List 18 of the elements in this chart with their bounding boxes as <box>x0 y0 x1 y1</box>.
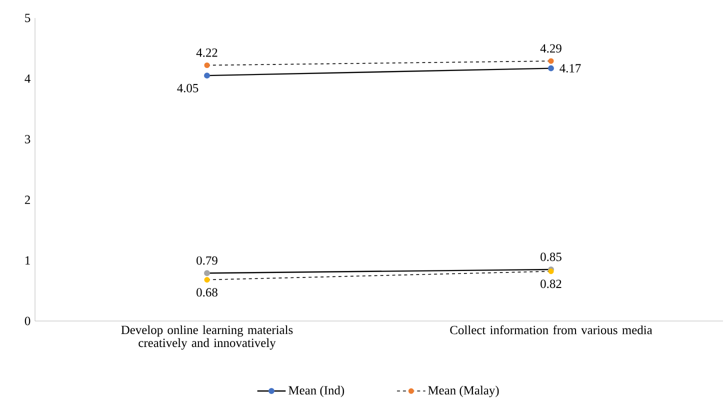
y-tick-label: 5 <box>25 14 30 22</box>
y-tick-label: 3 <box>25 135 30 144</box>
y-tick-label: 0 <box>24 316 30 326</box>
data-label: 0.68 <box>196 288 218 297</box>
legend-label: Mean (Malay) <box>428 386 499 398</box>
data-label: 0.85 <box>540 252 562 262</box>
y-tick-label: 1 <box>26 256 30 265</box>
data-label: 4.17 <box>560 64 581 72</box>
y-tick-label: 4 <box>24 74 30 83</box>
data-label: 0.82 <box>540 280 562 288</box>
x-tick-label: Collect information from various media <box>450 325 652 334</box>
legend-label: Mean (Ind) <box>288 386 344 398</box>
data-label: 0.79 <box>196 256 218 265</box>
data-label: 4.05 <box>177 84 198 92</box>
data-label: 4.29 <box>540 44 562 53</box>
x-tick-label: Develop online learning materials creatively and innovatively <box>121 325 293 350</box>
y-tick-label: 2 <box>24 196 30 204</box>
data-label: 4.22 <box>196 48 218 57</box>
